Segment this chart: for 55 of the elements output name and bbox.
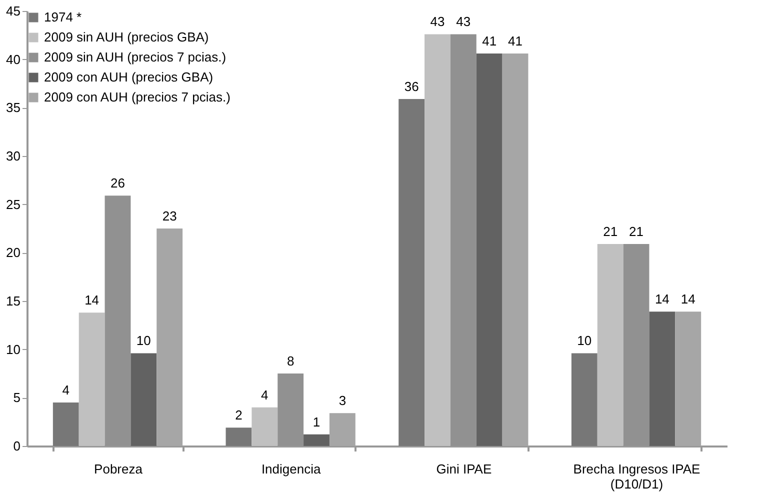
x-tick-label: Pobreza bbox=[94, 462, 144, 476]
x-tick-label: Gini IPAE bbox=[436, 462, 492, 476]
bar bbox=[571, 353, 598, 446]
data-label: 21 bbox=[629, 224, 644, 239]
legend-label: 2009 con AUH (precios 7 pcias.) bbox=[44, 90, 230, 104]
bar bbox=[597, 244, 624, 446]
data-label: 3 bbox=[338, 393, 346, 408]
y-tick-label: 35 bbox=[6, 100, 20, 116]
legend-label: 2009 con AUH (precios GBA) bbox=[44, 70, 214, 84]
legend-label: 2009 sin AUH (precios GBA) bbox=[44, 30, 209, 44]
data-label: 10 bbox=[136, 333, 151, 348]
y-tick-label: 15 bbox=[6, 294, 20, 308]
legend-label: 1974 * bbox=[44, 10, 82, 24]
y-tick-label: 40 bbox=[6, 52, 20, 67]
bar bbox=[329, 413, 356, 446]
data-label: 4 bbox=[62, 382, 70, 398]
bar bbox=[226, 428, 252, 446]
data-label: 14 bbox=[680, 292, 696, 307]
data-label: 41 bbox=[482, 34, 497, 49]
data-label: 10 bbox=[577, 333, 592, 348]
data-label: 14 bbox=[654, 292, 670, 307]
data-label: 36 bbox=[404, 78, 419, 94]
bar bbox=[502, 54, 528, 446]
y-tick-label: 10 bbox=[6, 342, 20, 357]
bar bbox=[130, 353, 157, 446]
y-tick-label: 0 bbox=[13, 438, 20, 454]
data-label: 26 bbox=[110, 176, 125, 191]
data-label: 4 bbox=[261, 387, 268, 402]
y-tick-label: 45 bbox=[6, 4, 20, 18]
x-tick-label: Brecha Ingresos IPAE (D10/D1) bbox=[573, 462, 701, 492]
bar bbox=[675, 312, 702, 446]
bar bbox=[52, 402, 79, 446]
y-tick-label: 5 bbox=[13, 390, 20, 406]
bar bbox=[156, 228, 183, 446]
data-label: 14 bbox=[84, 292, 100, 308]
data-label: 43 bbox=[456, 14, 471, 30]
bar bbox=[649, 312, 676, 446]
data-label: 21 bbox=[603, 224, 618, 239]
data-label: 8 bbox=[286, 354, 294, 368]
bar bbox=[252, 407, 278, 446]
bar bbox=[78, 312, 105, 446]
legend-label: 2009 sin AUH (precios 7 pcias.) bbox=[44, 50, 226, 64]
data-label: 2 bbox=[235, 408, 242, 423]
bar bbox=[304, 434, 330, 446]
data-label: 1 bbox=[312, 414, 320, 430]
y-tick-label: 25 bbox=[6, 196, 20, 212]
y-tick-label: 20 bbox=[6, 245, 20, 260]
bar bbox=[476, 54, 502, 446]
bar bbox=[424, 34, 450, 446]
bar bbox=[398, 98, 425, 446]
data-label: 41 bbox=[508, 34, 523, 49]
x-tick-label: Indigencia bbox=[261, 462, 322, 476]
data-label: 23 bbox=[162, 208, 177, 224]
data-label: 43 bbox=[430, 14, 445, 30]
y-tick-label: 30 bbox=[6, 148, 20, 164]
